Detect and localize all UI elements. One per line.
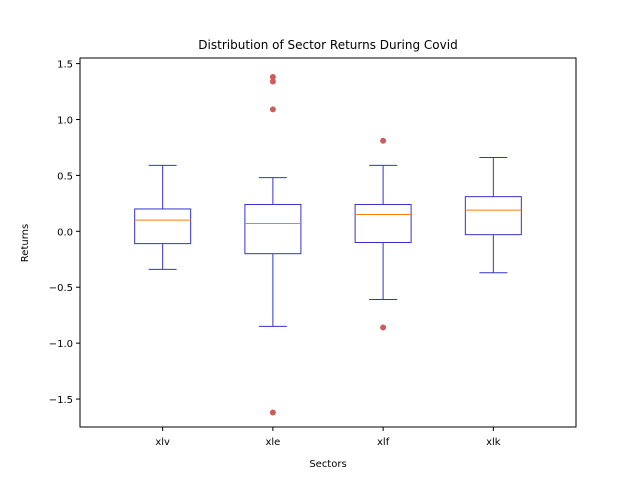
plot-area-frame — [79, 57, 577, 428]
y-tick-label: 0.5 — [57, 171, 73, 182]
y-tick-label: 0.0 — [57, 227, 73, 238]
boxes-layer — [134, 74, 522, 416]
y-axis-label: Returns — [20, 224, 31, 262]
outlier-point — [269, 78, 276, 85]
y-tick-label: −0.5 — [49, 283, 73, 294]
box-xlv — [134, 164, 192, 270]
outlier-point — [269, 409, 276, 416]
outlier-point — [269, 106, 276, 113]
y-tick-label: 1.0 — [57, 116, 73, 127]
iqr-box — [464, 196, 522, 236]
x-tick-label-xlk: xlk — [486, 437, 501, 448]
outlier-point — [380, 137, 387, 144]
y-axis: 1.5 1.0 0.5 0.0 −0.5 −1.0 −1.5 — [49, 60, 80, 406]
iqr-box — [134, 208, 192, 245]
x-tick-label-xlf: xlf — [377, 437, 390, 448]
y-tick-label: 1.5 — [57, 60, 73, 71]
outlier-point — [380, 324, 387, 331]
box-xlf — [354, 137, 412, 331]
x-tick-label-xlv: xlv — [155, 437, 170, 448]
y-tick-label: −1.5 — [49, 395, 73, 406]
iqr-box — [244, 203, 302, 255]
box-xle — [244, 74, 302, 416]
outlier-point — [269, 74, 276, 81]
x-tick-label-xle: xle — [265, 437, 280, 448]
box-xlk — [464, 157, 522, 274]
chart-title: Distribution of Sector Returns During Co… — [198, 38, 457, 52]
x-axis-label: Sectors — [309, 459, 346, 470]
iqr-box — [354, 203, 412, 243]
x-axis: xlv xle xlf xlk — [155, 427, 501, 448]
y-tick-label: −1.0 — [49, 339, 73, 350]
